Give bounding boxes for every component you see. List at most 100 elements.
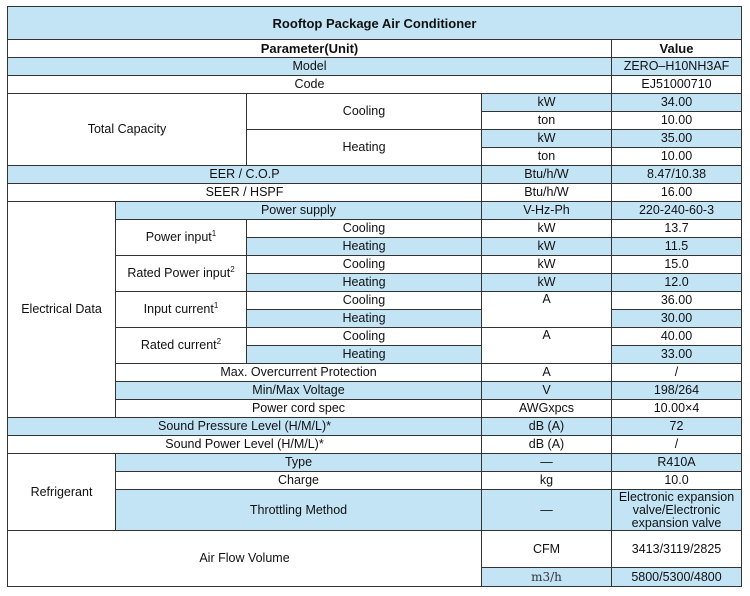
- table-row: Max. Overcurrent Protection A /: [7, 363, 743, 382]
- seer-value: 16.00: [610, 183, 743, 202]
- input-current-heating-value: 30.00: [610, 309, 743, 328]
- refrigerant-label: Refrigerant: [7, 453, 116, 531]
- input-current-unit: A: [481, 291, 612, 328]
- electrical-data-label: Electrical Data: [7, 201, 116, 418]
- power-cord-unit: AWGxpcs: [481, 399, 612, 418]
- capacity-heating-kw-value: 35.00: [610, 129, 743, 148]
- rated-current-label: Rated current2: [115, 327, 247, 364]
- sound-power-unit: dB (A): [481, 435, 612, 454]
- seer-unit: Btu/h/W: [481, 183, 612, 202]
- table-row: Total Capacity Cooling kW 34.00: [7, 93, 743, 166]
- power-input-cooling: Cooling: [246, 219, 482, 238]
- rated-current-cooling: Cooling: [246, 327, 482, 346]
- voltage-unit: V: [481, 381, 612, 400]
- rated-power-cooling: Cooling: [246, 255, 482, 274]
- eer-unit: Btu/h/W: [481, 165, 612, 184]
- header-value: Value: [610, 39, 743, 58]
- rated-current-unit: A: [481, 327, 612, 364]
- power-input-cooling-unit: kW: [481, 219, 612, 238]
- overcurrent-label: Max. Overcurrent Protection: [115, 363, 482, 382]
- overcurrent-unit: A: [481, 363, 612, 382]
- power-input-label: Power input1: [115, 219, 247, 256]
- refrigerant-type-label: Type: [115, 453, 482, 472]
- rated-power-heating-unit: kW: [481, 273, 612, 292]
- spec-table: Rooftop Package Air Conditioner Paramete…: [6, 6, 743, 587]
- table-row: Model ZERO–H10NH3AF: [7, 57, 743, 76]
- table-row: Input current1 Cooling A 36.00: [8, 291, 743, 328]
- capacity-cooling-ton-unit: ton: [481, 111, 612, 130]
- power-input-heating-value: 11.5: [610, 237, 743, 256]
- code-value: EJ51000710: [610, 75, 743, 94]
- throttling-unit: —: [481, 489, 612, 531]
- rated-power-cooling-unit: kW: [481, 255, 612, 274]
- power-supply-value: 220-240-60-3: [610, 201, 743, 220]
- capacity-heating-ton-unit: ton: [481, 147, 612, 166]
- power-cord-value: 10.00×4: [610, 399, 743, 418]
- power-input-cooling-value: 13.7: [610, 219, 743, 238]
- input-current-cooling-value: 36.00: [610, 291, 743, 310]
- table-row: Rated Power input2 Cooling kW 15.0: [8, 255, 743, 292]
- sound-pressure-value: 72: [610, 417, 743, 436]
- code-label: Code: [7, 75, 612, 94]
- spec-sheet: Rooftop Package Air Conditioner Paramete…: [6, 6, 743, 587]
- airflow-cfm-unit: CFM: [481, 530, 612, 568]
- voltage-value: 198/264: [610, 381, 743, 400]
- throttling-value: Electronic expansion valve/Electronic ex…: [610, 489, 743, 531]
- table-row: Air Flow Volume CFM 3413/3119/2825: [7, 530, 743, 587]
- power-cord-label: Power cord spec: [115, 399, 482, 418]
- rated-power-input-label: Rated Power input2: [115, 255, 247, 292]
- table-row: Power cord spec AWGxpcs 10.00×4: [7, 399, 743, 418]
- capacity-cooling-label: Cooling: [246, 93, 482, 130]
- seer-label: SEER / HSPF: [7, 183, 482, 202]
- capacity-heating-kw-unit: kW: [481, 129, 612, 148]
- refrigerant-charge-label: Charge: [115, 471, 482, 490]
- rated-power-heating-value: 12.0: [610, 273, 743, 292]
- voltage-label: Min/Max Voltage: [115, 381, 482, 400]
- table-row: Sound Pressure Level (H/M/L)* dB (A) 72: [7, 417, 743, 436]
- sound-pressure-unit: dB (A): [481, 417, 612, 436]
- capacity-cooling-ton-value: 10.00: [610, 111, 743, 130]
- table-title: Rooftop Package Air Conditioner: [6, 6, 743, 40]
- capacity-heating-label: Heating: [246, 129, 482, 166]
- capacity-cooling-kw-value: 34.00: [610, 93, 743, 112]
- power-supply-unit: V-Hz-Ph: [481, 201, 612, 220]
- header-parameter: Parameter(Unit): [7, 39, 612, 58]
- throttling-label: Throttling Method: [115, 489, 482, 531]
- airflow-cfm-value: 3413/3119/2825: [610, 530, 743, 568]
- power-input-heating: Heating: [246, 237, 482, 256]
- table-row: SEER / HSPF Btu/h/W 16.00: [7, 183, 743, 202]
- capacity-cooling-kw-unit: kW: [481, 93, 612, 112]
- sound-power-value: /: [610, 435, 743, 454]
- header-row: Parameter(Unit) Value: [7, 39, 743, 58]
- input-current-heating: Heating: [246, 309, 482, 328]
- table-row: Refrigerant Type — R410A: [7, 453, 743, 531]
- table-row: Charge kg 10.0: [7, 471, 743, 490]
- table-row: Rated current2 Cooling A 40.00: [8, 327, 743, 364]
- rated-current-heating: Heating: [246, 345, 482, 364]
- table-row: EER / C.O.P Btu/h/W 8.47/10.38: [7, 165, 743, 184]
- total-capacity-label: Total Capacity: [7, 93, 247, 166]
- sound-pressure-label: Sound Pressure Level (H/M/L)*: [7, 417, 482, 436]
- table-row: Electrical Data Power supply V-Hz-Ph 220…: [7, 201, 743, 418]
- refrigerant-type-unit: —: [481, 453, 612, 472]
- table-row: Sound Power Level (H/M/L)* dB (A) /: [7, 435, 743, 454]
- table-row: Heating kW 35.00: [8, 129, 743, 166]
- power-input-heating-unit: kW: [481, 237, 612, 256]
- refrigerant-charge-unit: kg: [481, 471, 612, 490]
- input-current-label: Input current1: [115, 291, 247, 328]
- airflow-m3h-value: 5800/5300/4800: [610, 567, 743, 587]
- model-value: ZERO–H10NH3AF: [610, 57, 743, 76]
- eer-value: 8.47/10.38: [610, 165, 743, 184]
- overcurrent-value: /: [610, 363, 743, 382]
- rated-power-cooling-value: 15.0: [610, 255, 743, 274]
- rated-current-heating-value: 33.00: [610, 345, 743, 364]
- power-supply-label: Power supply: [115, 201, 482, 220]
- input-current-cooling: Cooling: [246, 291, 482, 310]
- table-row: Min/Max Voltage V 198/264: [7, 381, 743, 400]
- eer-label: EER / C.O.P: [7, 165, 482, 184]
- airflow-label: Air Flow Volume: [7, 530, 482, 587]
- rated-current-cooling-value: 40.00: [610, 327, 743, 346]
- table-row: Power input1 Cooling kW 13.7: [8, 219, 743, 256]
- table-row: Code EJ51000710: [7, 75, 743, 94]
- refrigerant-charge-value: 10.0: [610, 471, 743, 490]
